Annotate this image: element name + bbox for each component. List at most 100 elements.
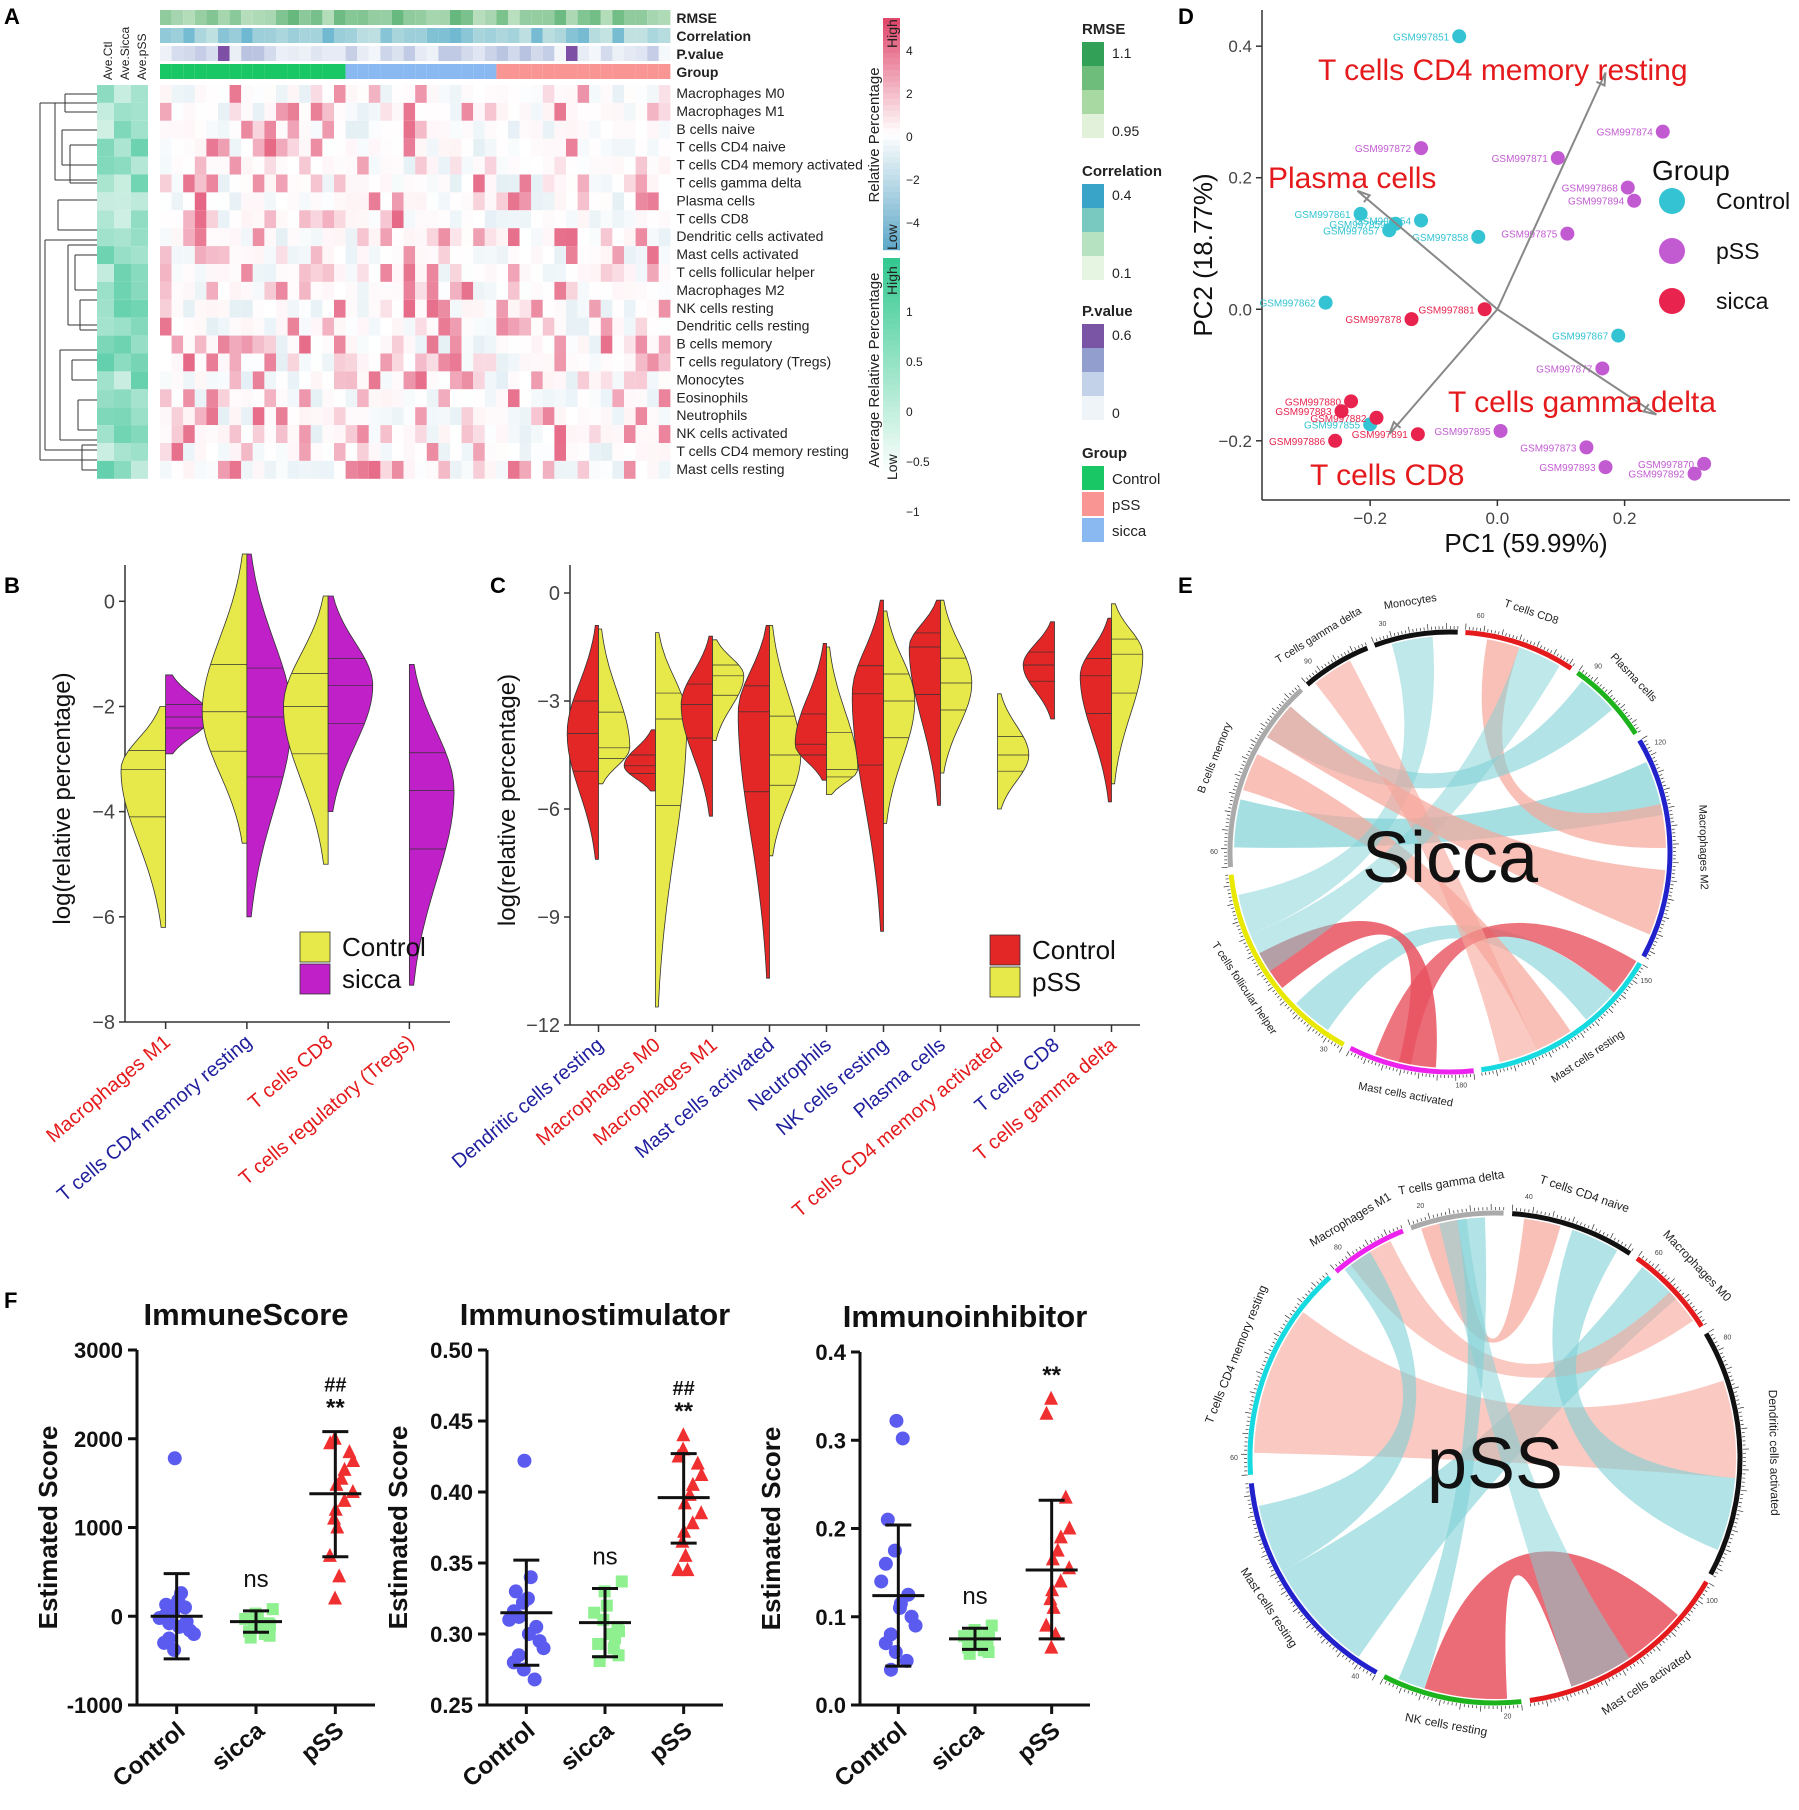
heat-cell	[566, 174, 578, 193]
heat-cell	[635, 85, 648, 103]
average-cell	[97, 264, 114, 282]
loading-arrow	[1388, 308, 1499, 435]
correlation-cell	[542, 28, 555, 43]
heat-cell	[612, 156, 624, 175]
pvalue-cell	[496, 46, 508, 61]
heat-cell	[380, 246, 392, 264]
row-label: Mast cells activated	[676, 246, 798, 262]
rmse-cell	[461, 10, 474, 25]
average-cell	[114, 264, 131, 282]
chord-tick	[1268, 1349, 1272, 1352]
heat-cell	[624, 371, 636, 390]
correlation-cell	[368, 28, 381, 43]
heat-cell	[287, 138, 300, 157]
heat-cell	[206, 425, 218, 443]
heat-cell	[322, 264, 334, 282]
relative-legend-swatch	[883, 180, 900, 187]
pvalue-cell	[426, 46, 439, 61]
heat-cell	[566, 264, 578, 282]
heat-cell	[415, 85, 427, 103]
heat-cell	[461, 353, 474, 372]
average-legend-swatch	[883, 340, 900, 347]
heat-cell	[450, 264, 462, 282]
chord-tick	[1674, 1629, 1677, 1632]
chord-tick	[1613, 1237, 1616, 1241]
heat-cell	[577, 389, 590, 408]
heat-cell	[206, 192, 218, 211]
chord-tick	[1727, 1371, 1731, 1374]
average-cell	[97, 210, 114, 229]
heat-cell	[322, 174, 334, 193]
heat-cell	[647, 407, 659, 426]
chord-scale-label: 80	[1724, 1334, 1732, 1341]
chord-tick	[1276, 706, 1280, 710]
annotation-row-label: P.value	[676, 46, 723, 62]
heat-cell	[577, 425, 590, 443]
group-cell	[461, 64, 474, 79]
pvalue-cell	[171, 46, 184, 61]
heat-cell	[461, 299, 474, 318]
pca-point-label: GSM997880	[1285, 397, 1342, 408]
heat-cell	[496, 460, 508, 479]
chord-tick	[1637, 730, 1641, 733]
heat-cell	[496, 407, 508, 426]
heat-cell	[577, 174, 590, 193]
heat-cell	[658, 174, 671, 193]
chord-tick	[1329, 1644, 1332, 1647]
chord-tick	[1658, 1268, 1661, 1272]
heat-cell	[392, 174, 404, 193]
average-cell	[131, 425, 148, 443]
heat-cell	[310, 192, 323, 211]
chord-tick	[1312, 672, 1315, 676]
pca-point-label: GSM997875	[1501, 230, 1558, 241]
heat-cell	[334, 353, 346, 372]
pvalue-legend-swatch	[1082, 372, 1104, 396]
average-legend-low: Low	[884, 453, 900, 480]
group-cell	[252, 64, 265, 79]
average-legend-swatch	[883, 456, 900, 462]
pca-point-label: GSM997891	[1352, 430, 1409, 441]
heat-cell	[218, 353, 230, 372]
chord-tick	[1407, 1690, 1410, 1694]
data-point	[186, 1627, 201, 1641]
loading-label: T cells gamma delta	[1448, 386, 1716, 419]
heat-cell	[542, 299, 555, 318]
heat-cell	[206, 138, 218, 157]
correlation-cell	[357, 28, 369, 43]
heat-cell	[415, 174, 427, 193]
chord-sector-arc	[1410, 1210, 1504, 1231]
heat-cell	[183, 317, 195, 336]
chord-tick	[1427, 624, 1429, 631]
heat-cell	[554, 264, 566, 282]
pvalue-cell	[345, 46, 358, 61]
heat-cell	[206, 371, 218, 390]
correlation-cell	[218, 28, 230, 43]
heat-cell	[392, 156, 404, 175]
chord-tick	[1324, 663, 1327, 667]
heat-cell	[252, 174, 265, 193]
chord-tick	[1695, 1603, 1699, 1607]
correlation-cell	[171, 28, 184, 43]
chord-tick	[1668, 1634, 1671, 1638]
chord-tick	[1620, 994, 1626, 1000]
heat-cell	[484, 210, 497, 229]
heat-cell	[206, 353, 218, 372]
violin-half	[940, 599, 973, 774]
correlation-cell	[566, 28, 578, 43]
chord-tick	[1352, 1251, 1355, 1255]
heat-cell	[531, 120, 543, 139]
heat-cell	[542, 174, 555, 193]
chord-tick	[1503, 1068, 1505, 1072]
heat-cell	[566, 353, 578, 372]
heat-cell	[473, 443, 485, 461]
chord-tick	[1604, 1680, 1608, 1686]
pca-point-label: GSM997872	[1355, 144, 1412, 155]
average-cell	[131, 299, 148, 318]
heat-cell	[287, 460, 300, 479]
heat-cell	[380, 443, 392, 461]
heat-cell	[241, 407, 253, 426]
heat-cell	[635, 353, 648, 372]
heat-cell	[542, 460, 555, 479]
average-cell	[97, 389, 114, 408]
chord-tick	[1357, 645, 1360, 649]
